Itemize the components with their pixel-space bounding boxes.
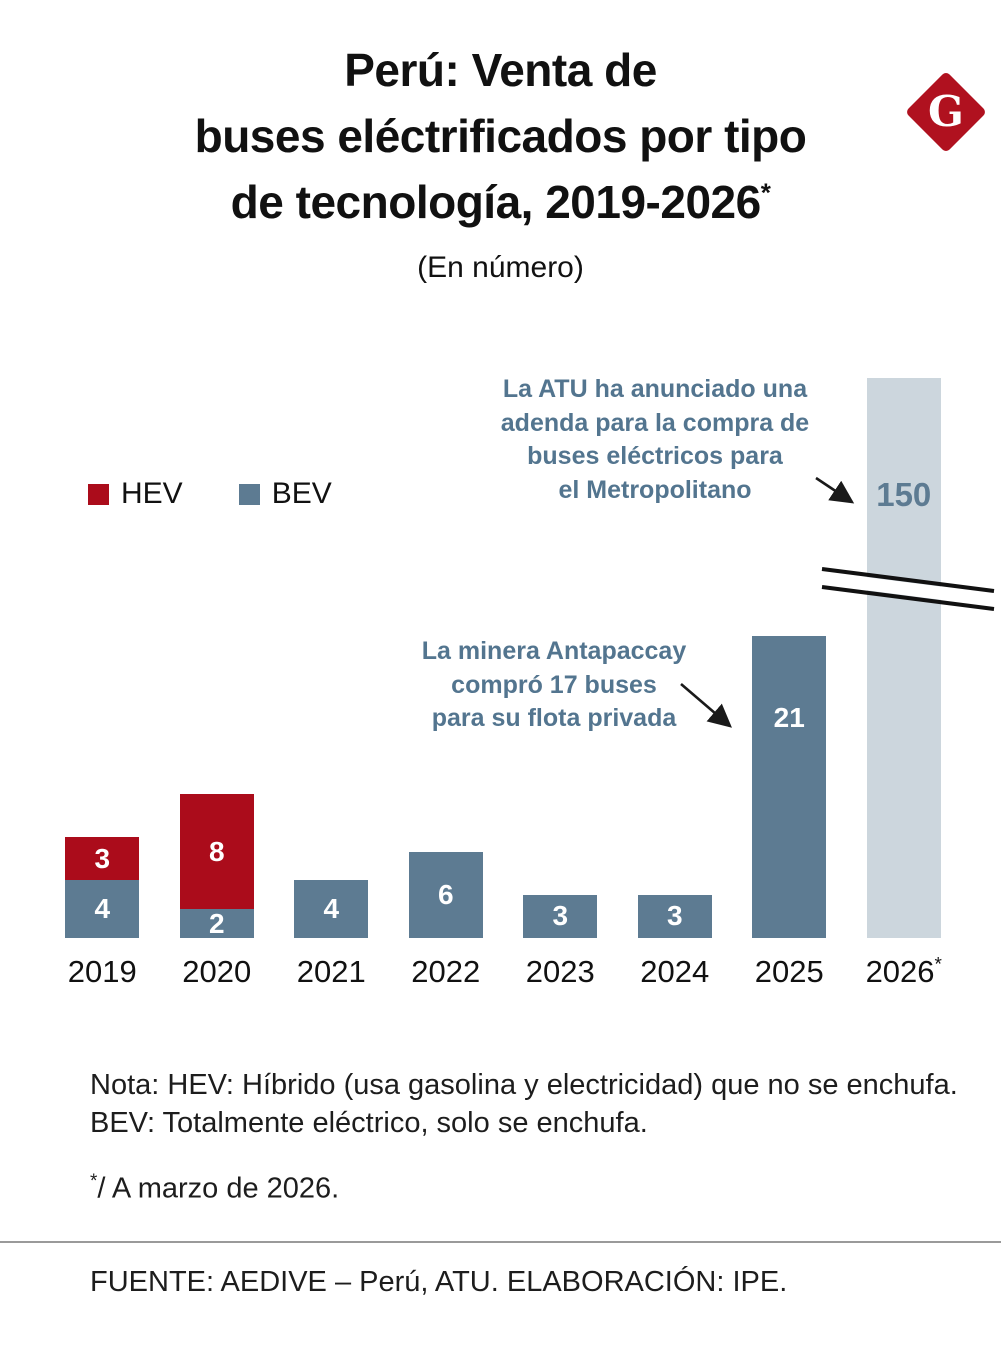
legend-item-bev: BEV <box>238 477 332 511</box>
chart-subtitle: (En número) <box>417 251 584 285</box>
bar-value-label: 4 <box>94 893 111 925</box>
footnote-text: / A marzo de 2026. <box>97 1172 340 1205</box>
bar-value-label: 8 <box>208 835 225 867</box>
source-text: FUENTE: AEDIVE – Perú, ATU. ELABORACIÓN:… <box>90 1266 788 1298</box>
bar-chart: HEV BEV La ATU ha anunciado una adenda p… <box>0 373 1001 1013</box>
bar-segment-bev-2026: 150 <box>866 378 941 938</box>
x-axis-label-2026: 2026* <box>865 954 942 989</box>
annotation-atu-line: La ATU ha anunciado una <box>502 375 808 403</box>
annotation-antapaccay-line: para su flota privada <box>431 704 677 732</box>
bar-segment-bev-2020: 2 <box>179 907 254 939</box>
footnote: */ A marzo de 2026. <box>90 1171 339 1206</box>
legend-item-hev: HEV <box>88 477 183 511</box>
divider <box>0 1241 1001 1243</box>
x-axis-label-2020: 2020 <box>182 954 252 989</box>
annotation-atu-line: buses eléctricos para <box>527 442 783 470</box>
x-axis-label-2025: 2025 <box>754 954 824 989</box>
bar-segment-bev-2024: 3 <box>637 894 712 938</box>
x-axis-label-2019: 2019 <box>67 954 137 989</box>
legend-label-bev: BEV <box>271 477 332 510</box>
annotation-atu: La ATU ha anunciado una adenda para la c… <box>455 373 855 507</box>
hev-swatch-icon <box>88 483 109 505</box>
x-axis-label-2023: 2023 <box>525 954 595 989</box>
logo-letter: G <box>928 87 964 136</box>
annotation-antapaccay: La minera Antapaccay compró 17 buses par… <box>368 635 740 736</box>
x-axis-label-2024: 2024 <box>640 954 710 989</box>
bar-segment-hev-2020: 8 <box>179 794 254 910</box>
annotation-atu-line: el Metropolitano <box>558 475 752 504</box>
bar-segment-bev-2025: 21 <box>752 635 827 938</box>
x-axis-label-2022: 2022 <box>411 954 481 989</box>
bar-segment-bev-2021: 4 <box>294 880 369 938</box>
bar-value-label: 3 <box>94 842 111 874</box>
bar-value-label: 3 <box>666 900 683 932</box>
bar-segment-bev-2019: 4 <box>65 880 140 938</box>
annotation-atu-line: adenda para la compra de <box>500 408 810 437</box>
title-line-3-text: de tecnología, 2019-2026 <box>230 175 762 228</box>
page-title: Perú: Venta de buses eléctrificados por … <box>0 38 1001 235</box>
annotation-antapaccay-line: compró 17 buses <box>451 670 657 699</box>
title-asterisk: * <box>760 177 771 208</box>
bar-value-label: 6 <box>437 878 454 910</box>
legend-label-hev: HEV <box>121 477 183 510</box>
chart-legend: HEV BEV <box>88 477 332 511</box>
note-line-2: BEV: Totalmente eléctrico, solo se enchu… <box>90 1107 648 1140</box>
bar-value-label: 3 <box>552 900 569 932</box>
annotation-antapaccay-line: La minera Antapaccay <box>421 637 687 665</box>
bar-segment-hev-2019: 3 <box>65 837 140 881</box>
title-line-1: Perú: Venta de <box>344 44 657 96</box>
title-line-2: buses eléctrificados por tipo <box>194 109 807 162</box>
title-line-3: de tecnología, 2019-2026* <box>0 170 1001 236</box>
bar-value-label: 150 <box>876 476 932 513</box>
note-text: Nota: HEV: Híbrido (usa gasolina y elect… <box>90 1066 958 1143</box>
note-line-1: Nota: HEV: Híbrido (usa gasolina y elect… <box>90 1069 958 1101</box>
bar-value-label: 21 <box>773 701 805 733</box>
x-axis-label-2021: 2021 <box>296 954 366 989</box>
footnote-asterisk: * <box>90 1171 98 1192</box>
bar-value-label: 2 <box>208 907 225 939</box>
bar-value-label: 4 <box>323 893 340 925</box>
bar-segment-bev-2023: 3 <box>523 894 598 938</box>
bev-swatch-icon <box>238 483 260 505</box>
bar-segment-bev-2022: 6 <box>408 851 483 938</box>
